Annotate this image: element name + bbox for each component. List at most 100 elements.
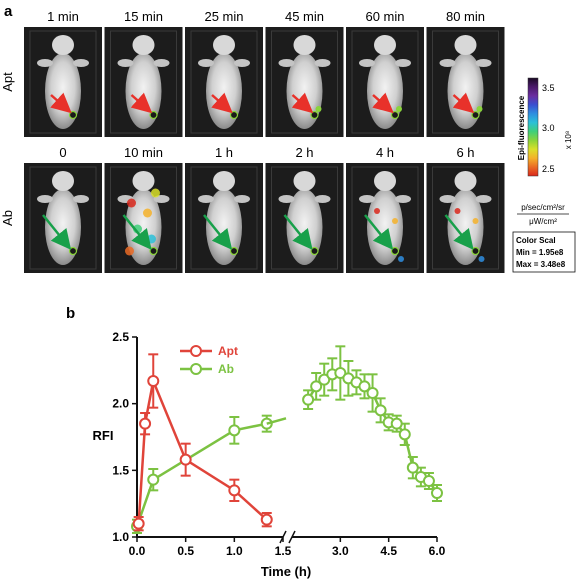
mouse-limb — [198, 59, 214, 67]
mouse-head — [213, 171, 235, 191]
mouse-head — [132, 171, 155, 191]
x-tick-label: 6.0 — [429, 544, 446, 558]
mouse-image-tile — [346, 163, 424, 273]
x-tick-label: 3.0 — [332, 544, 349, 558]
timepoint-label: 80 min — [446, 9, 485, 24]
fluorescence-spot — [149, 246, 158, 256]
timepoint-label: 10 min — [124, 145, 163, 160]
mouse-image-tile — [185, 163, 263, 273]
fluorescence-hotspot — [374, 208, 380, 214]
colorbar-tick: 2.5 — [542, 164, 555, 174]
legend-marker — [190, 363, 202, 375]
fluorescence-spot — [229, 246, 239, 256]
data-point-ab — [302, 393, 315, 406]
mouse-limb — [314, 59, 331, 67]
data-point-ab — [390, 417, 403, 430]
color-scale-min: Min = 1.95e8 — [516, 248, 564, 257]
data-point-apt — [179, 453, 192, 466]
color-scale-max: Max = 3.48e8 — [516, 260, 566, 269]
arrow-indicator — [203, 214, 233, 250]
mouse-limb — [117, 59, 134, 67]
fluorescence-spot — [471, 246, 480, 256]
mouse-limb — [73, 195, 89, 203]
mouse-limb — [234, 59, 250, 67]
mouse-image-tile — [104, 27, 183, 137]
mouse-head — [454, 171, 477, 191]
data-point-ab — [228, 424, 241, 437]
panel-a-image-grid: Apt 1 min 15 min 25 min 45 min 60 min 80 min Ab… — [0, 9, 505, 273]
arrow-indicator — [122, 214, 152, 250]
row-label: Apt — [0, 72, 15, 92]
color-scale-box — [512, 231, 576, 273]
mouse-head — [293, 171, 316, 191]
data-point-ab — [147, 473, 160, 486]
colorbar-units-bottom: μW/cm² — [529, 217, 557, 226]
y-tick-label: 2.0 — [112, 397, 129, 411]
legend-entry-ab: Ab — [180, 362, 234, 376]
fluorescence-spot — [471, 110, 480, 120]
y-tick-label: 1.0 — [112, 530, 129, 544]
timepoint-label: 1 min — [47, 9, 79, 24]
mouse-image-tile — [426, 163, 505, 273]
fluorescence-spot — [310, 110, 319, 120]
mouse-image-tile — [346, 27, 424, 137]
arrow-indicator — [42, 214, 72, 250]
mouse-limb — [359, 195, 375, 203]
mouse-head — [374, 35, 396, 55]
fluorescence-spot — [68, 110, 78, 120]
x-axis-label: Time (h) — [261, 564, 311, 579]
data-point-apt — [139, 417, 152, 430]
mouse-limb — [234, 195, 250, 203]
data-point-apt — [132, 517, 145, 530]
mouse-image-tile — [265, 163, 344, 273]
fluorescence-spot — [149, 110, 158, 120]
colorbar-tick: 3.0 — [542, 123, 555, 133]
arrow-indicator — [291, 92, 314, 114]
fluorescence-spot — [68, 246, 78, 256]
panel-a-letter: a — [4, 3, 13, 20]
series-line-ab-break — [266, 417, 287, 425]
panel-b-letter: b — [66, 305, 75, 322]
mouse-limb — [37, 59, 53, 67]
colorbar: 3.5 3.0 2.5 x 10⁸ Epi-fluorescence p/sec… — [512, 77, 576, 273]
mouse-head — [293, 35, 316, 55]
fluorescence-hotspot — [478, 256, 485, 262]
arrow-indicator — [452, 92, 475, 114]
mouse-limb — [37, 195, 53, 203]
mouse-head — [374, 171, 396, 191]
mouse-limb — [395, 59, 411, 67]
fluorescence-hotspot — [315, 106, 322, 112]
fluorescence-hotspot — [472, 218, 479, 224]
mouse-limb — [278, 195, 295, 203]
mouse-limb — [439, 195, 456, 203]
colorbar-gradient — [527, 77, 539, 177]
timepoint-label: 2 h — [295, 145, 313, 160]
fluorescence-hotspot — [398, 256, 404, 262]
data-point-ab — [358, 380, 371, 393]
data-point-ab — [398, 428, 411, 441]
mouse-limb — [475, 195, 492, 203]
mouse-head — [52, 35, 74, 55]
arrow-indicator — [283, 214, 313, 250]
mouse-image-tile — [265, 27, 344, 137]
legend-entry-apt: Apt — [180, 344, 238, 358]
arrow-indicator — [50, 92, 72, 114]
data-point-ab — [318, 373, 331, 386]
fluorescence-hotspot — [147, 234, 156, 244]
y-tick-label: 2.5 — [112, 330, 129, 344]
mouse-limb — [314, 195, 331, 203]
colorbar-exponent: x 10⁸ — [564, 131, 573, 150]
mouse-head — [454, 35, 477, 55]
series-line-ab — [135, 422, 267, 527]
x-tick-label: 0.0 — [129, 544, 146, 558]
colorbar-title: Epi-fluorescence — [517, 95, 526, 160]
legend-label: Apt — [218, 344, 238, 358]
mouse-limb — [359, 59, 375, 67]
data-point-ab — [334, 367, 347, 379]
fluorescence-hotspot — [143, 208, 152, 218]
mouse-image-tile — [24, 27, 102, 137]
mouse-image-tile — [185, 27, 263, 137]
mouse-image-tile — [104, 163, 183, 273]
rfi-chart: 1.0 1.5 2.0 2.5 0.0 0.5 1.0 1.5 3.0 4.5 6.0 RFI Time… — [93, 330, 446, 579]
